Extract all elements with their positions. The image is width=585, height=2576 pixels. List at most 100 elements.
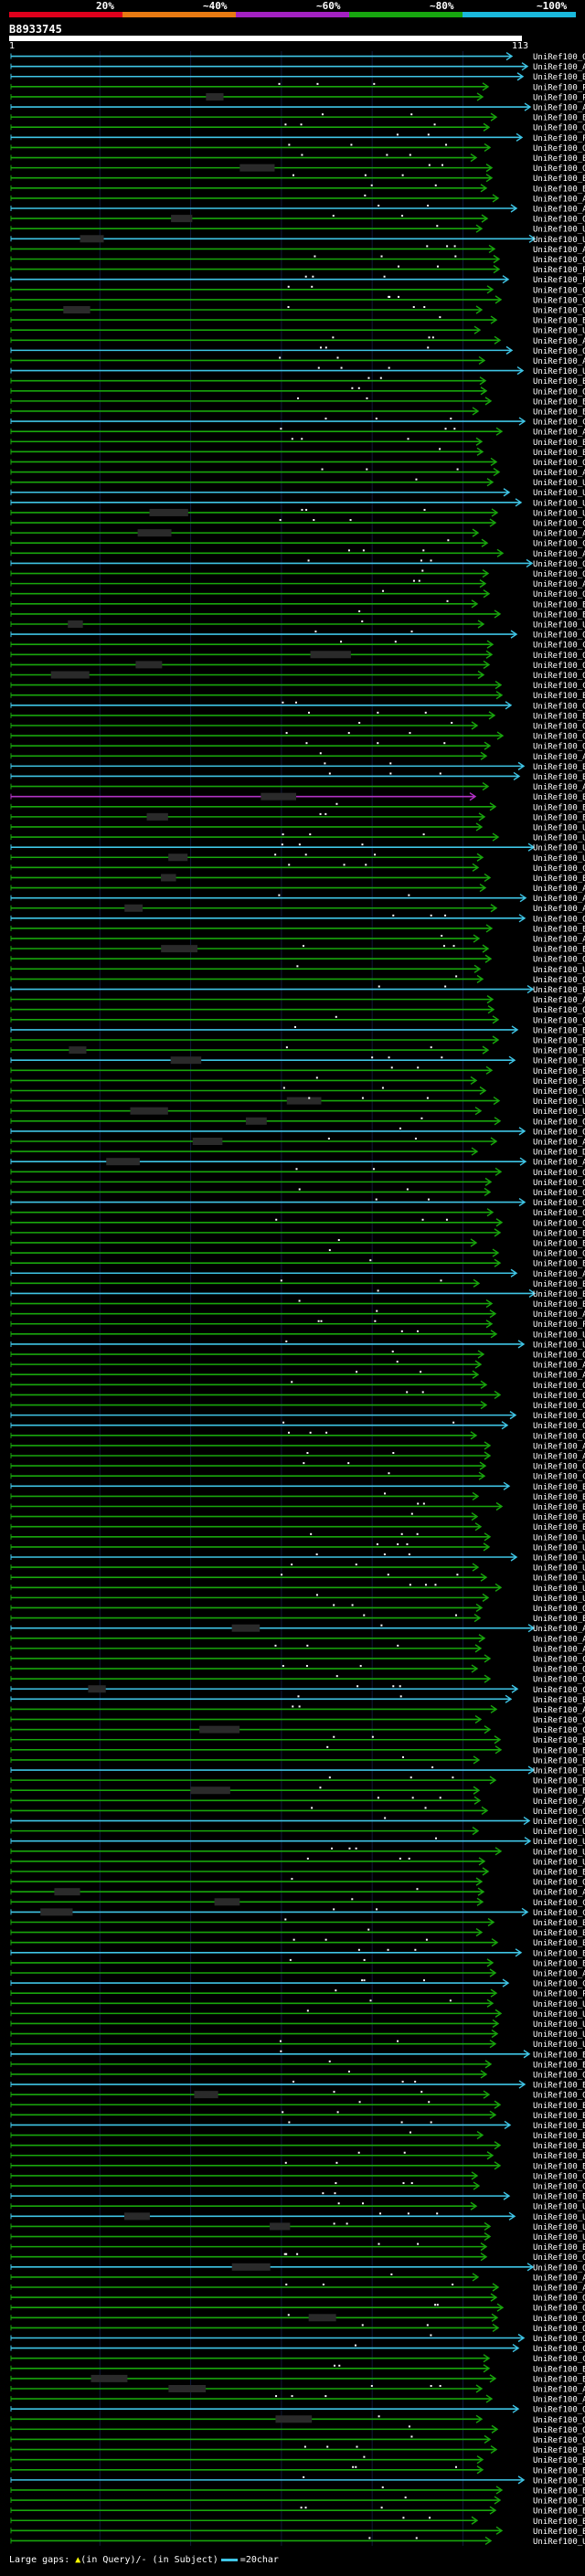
hit-label[interactable]: UniRef100_B4I903 bbox=[533, 1777, 585, 1786]
hit-label[interactable]: UniRef100_Q0E7L3 bbox=[533, 570, 585, 579]
hit-label[interactable]: UniRef100_Q4TBG2 bbox=[533, 1605, 585, 1614]
hit-label[interactable]: UniRef100_Q2YCD6 bbox=[533, 2406, 585, 2415]
hit-label[interactable]: UniRef100_UP1000... bbox=[533, 1330, 585, 1340]
hit-label[interactable]: UniRef100_B7PGI0 bbox=[533, 439, 585, 448]
hit-label[interactable]: UniRef100_Q8LQC0 bbox=[533, 1179, 585, 1188]
hit-label[interactable]: UniRef100_A5GHH5 bbox=[533, 206, 585, 215]
hit-label[interactable]: UniRef100_Q4U3V1 bbox=[533, 1006, 585, 1015]
hit-label[interactable]: UniRef100_Q09134 bbox=[533, 286, 585, 295]
hit-label[interactable]: UniRef100_A5VB72 bbox=[533, 996, 585, 1005]
hit-label[interactable]: UniRef100_Q04070 bbox=[533, 1219, 585, 1228]
hit-label[interactable]: UniRef100_B4NCX0 bbox=[533, 73, 585, 82]
hit-label[interactable]: UniRef100_B9FF82 bbox=[533, 1239, 585, 1248]
hit-label[interactable]: UniRef100_B4R7C9 bbox=[533, 925, 585, 934]
hit-label[interactable]: UniRef100_Q9VXS7 bbox=[533, 2416, 585, 2425]
hit-label[interactable]: UniRef100_B4NC76 bbox=[533, 1067, 585, 1076]
hit-label[interactable]: UniRef100_A9P827 bbox=[533, 2385, 585, 2394]
hit-label[interactable]: UniRef100_Q9VC74 bbox=[533, 662, 585, 671]
hit-label[interactable]: UniRef100_B4NDY4 bbox=[533, 1756, 585, 1765]
hit-label[interactable]: UniRef100_UP1000... bbox=[533, 823, 585, 832]
hit-label[interactable]: UniRef100_Q2V498 bbox=[533, 1199, 585, 1208]
hit-label[interactable]: UniRef100_B7P671 bbox=[533, 2466, 585, 2475]
hit-label[interactable]: UniRef100_C5YSY6 bbox=[533, 1909, 585, 1918]
hit-label[interactable]: UniRef100_UP1000... bbox=[533, 1848, 585, 1857]
hit-label[interactable]: UniRef100_UP1000... bbox=[533, 1097, 585, 1107]
hit-label[interactable]: UniRef100_B4NYJ9 bbox=[533, 2193, 585, 2202]
hit-label[interactable]: UniRef100_UP1000... bbox=[533, 1595, 585, 1604]
hit-label[interactable]: UniRef100_UP1000... bbox=[533, 834, 585, 843]
hit-label[interactable]: UniRef100_Q8VM8I bbox=[533, 956, 585, 965]
hit-label[interactable]: UniRef100_Q3U4G0 bbox=[533, 296, 585, 305]
hit-label[interactable]: UniRef100_B4K646 bbox=[533, 2142, 585, 2151]
hit-label[interactable]: UniRef100_A6UHC7 bbox=[533, 2284, 585, 2294]
hit-label[interactable]: UniRef100_Q9XIL9 bbox=[533, 2295, 585, 2304]
hit-label[interactable]: UniRef100_B61DH9 bbox=[533, 1483, 585, 1492]
hit-label[interactable]: UniRef100_B5JTL4 bbox=[533, 2528, 585, 2537]
hit-label[interactable]: UniRef100_C3ZP43 bbox=[533, 1716, 585, 1725]
hit-label[interactable]: UniRef100_Q62498 bbox=[533, 1412, 585, 1421]
hit-label[interactable]: UniRef100_UP1000... bbox=[533, 1553, 585, 1563]
hit-label[interactable]: UniRef100_A7UVF7 bbox=[533, 1310, 585, 1320]
hit-label[interactable]: UniRef100_B5EKG6 bbox=[533, 449, 585, 458]
hit-label[interactable]: UniRef100_UP1000... bbox=[533, 2010, 585, 2019]
hit-label[interactable]: UniRef100_A1UXZ3 bbox=[533, 753, 585, 762]
hit-label[interactable]: UniRef100_Q8BYW0 bbox=[533, 2426, 585, 2435]
hit-label[interactable]: UniRef100_B1JXE0 bbox=[533, 986, 585, 995]
hit-label[interactable]: UniRef100_UP1000... bbox=[533, 509, 585, 518]
hit-label[interactable]: UniRef100_UP1000... bbox=[533, 1533, 585, 1542]
hit-label[interactable]: UniRef100_Q03251 bbox=[533, 2183, 585, 2192]
hit-label[interactable]: UniRef100_A7EC48 bbox=[533, 469, 585, 478]
hit-label[interactable]: UniRef100_B4F7T1 bbox=[533, 2375, 585, 2384]
hit-label[interactable]: UniRef100_Q22612 bbox=[533, 53, 585, 62]
hit-label[interactable]: UniRef100_UP1000... bbox=[533, 1341, 585, 1350]
hit-label[interactable]: UniRef100_Q7YX87 bbox=[533, 164, 585, 174]
hit-label[interactable]: UniRef100_B9IUR5 bbox=[533, 1260, 585, 1269]
hit-label[interactable]: UniRef100_B9FL11 bbox=[533, 875, 585, 884]
hit-label[interactable]: UniRef100_B4R028 bbox=[533, 2507, 585, 2517]
hit-label[interactable]: UniRef100_Q13DU8 bbox=[533, 2263, 585, 2273]
hit-label[interactable]: UniRef100_Q7Q8D3 bbox=[533, 1807, 585, 1817]
hit-label[interactable]: UniRef100_B4KSC4 bbox=[533, 1959, 585, 1968]
hit-label[interactable]: UniRef100_B4JM28 bbox=[533, 114, 585, 123]
hit-label[interactable]: UniRef100_B61MJ6 bbox=[533, 1615, 585, 1624]
hit-label[interactable]: UniRef100_C5Q948 bbox=[533, 682, 585, 691]
hit-label[interactable]: UniRef100_UP1000... bbox=[533, 621, 585, 631]
hit-label[interactable]: UniRef100_B9IP10 bbox=[533, 1290, 585, 1299]
hit-label[interactable]: UniRef100_B9PWU7 bbox=[533, 1037, 585, 1046]
hit-label[interactable]: UniRef100_B0E3L3 bbox=[533, 185, 585, 194]
hit-label[interactable]: UniRef100_UP1000... bbox=[533, 1108, 585, 1117]
hit-label[interactable]: UniRef100_UP1000... bbox=[533, 2223, 585, 2232]
hit-label[interactable]: UniRef100_UP1000... bbox=[533, 854, 585, 864]
hit-label[interactable]: UniRef100_B7QF53 bbox=[533, 1939, 585, 1948]
hit-label[interactable]: UniRef100_B9NFT7 bbox=[533, 763, 585, 772]
hit-label[interactable]: UniRef100_Q75QN9 bbox=[533, 1402, 585, 1411]
hit-label[interactable]: UniRef100_UP1000... bbox=[533, 2041, 585, 2050]
hit-label[interactable]: UniRef100_Q1BU84 bbox=[533, 1879, 585, 1888]
hit-label[interactable]: UniRef100_UP1000... bbox=[533, 2000, 585, 2009]
hit-label[interactable]: UniRef100_UP1000... bbox=[533, 367, 585, 376]
hit-label[interactable]: UniRef100_C9J4Y2 bbox=[533, 1980, 585, 1989]
hit-label[interactable]: UniRef100_B4M419 bbox=[533, 408, 585, 417]
hit-label[interactable]: UniRef100_UP1000... bbox=[533, 236, 585, 245]
hit-label[interactable]: UniRef100_D0CMI9 bbox=[533, 1149, 585, 1158]
hit-label[interactable]: UniRef100_A9VEC0 bbox=[533, 1969, 585, 1978]
hit-label[interactable]: UniRef100_UP1000... bbox=[533, 1564, 585, 1574]
hit-label[interactable]: UniRef100_A2SMG9 bbox=[533, 1138, 585, 1147]
hit-label[interactable]: UniRef100_B7QC03 bbox=[533, 2446, 585, 2455]
hit-label[interactable]: UniRef100_Q9ZR12 bbox=[533, 652, 585, 661]
hit-label[interactable]: UniRef100_B7PE98 bbox=[533, 2456, 585, 2465]
hit-label[interactable]: UniRef100_Q8RW11 bbox=[533, 1392, 585, 1401]
hit-label[interactable]: UniRef100_B7QJX3 bbox=[533, 1929, 585, 1938]
hit-label[interactable]: UniRef100_A0B424 bbox=[533, 63, 585, 72]
hit-label[interactable]: UniRef100_B3RS29 bbox=[533, 1787, 585, 1797]
hit-label[interactable]: UniRef100_Q5R7N4 bbox=[533, 1087, 585, 1097]
hit-label[interactable]: UniRef100_Q2V4A0 bbox=[533, 1676, 585, 1685]
hit-label[interactable]: UniRef100_Q5S9T7 bbox=[533, 1250, 585, 1259]
hit-label[interactable]: UniRef100_Q5TTW0 bbox=[533, 915, 585, 924]
hit-label[interactable]: UniRef100_B4NW79 bbox=[533, 2497, 585, 2507]
hit-label[interactable]: UniRef100_Q60VQ4 bbox=[533, 387, 585, 397]
hit-label[interactable]: UniRef100_Q9Q5L3 bbox=[533, 976, 585, 985]
hit-label[interactable]: UniRef100_B3N613 bbox=[533, 1696, 585, 1705]
hit-label[interactable]: UniRef100_B7PF39 bbox=[533, 2112, 585, 2121]
hit-label[interactable]: UniRef100_B9H173 bbox=[533, 2082, 585, 2091]
